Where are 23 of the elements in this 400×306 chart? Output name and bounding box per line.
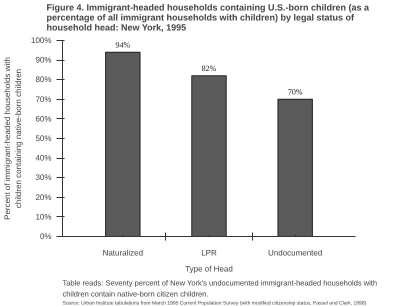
y-tick-label: 40%	[35, 154, 52, 163]
y-tick-label: 60%	[35, 114, 52, 124]
y-tick-label: 100%	[31, 36, 52, 45]
y-axis-title: Percent of immigrant-headed households with children containing native-born children	[3, 57, 24, 220]
y-tick-label: 80%	[35, 75, 52, 84]
y-tick-label: 90%	[35, 56, 52, 65]
bar	[105, 52, 141, 236]
data-label: 94%	[115, 40, 130, 50]
bar	[277, 98, 313, 236]
chart-title: Figure 4. Immigrant-headed households containing U.S.-born children (as a percentage of all immigrant households with children) by legal status of household head: New York, 1995	[46, 2, 370, 32]
x-tick-label: LPR	[201, 248, 218, 258]
data-label: 82%	[202, 64, 217, 73]
y-tick-label: 0%	[40, 232, 52, 241]
y-tick-label: 30%	[35, 173, 52, 182]
x-tick-label: Naturalized	[102, 248, 144, 258]
x-axis-title: Type of Head	[185, 264, 233, 274]
y-tick-label: 20%	[35, 192, 52, 202]
y-tick-label: 10%	[35, 212, 52, 222]
data-label: 70%	[288, 87, 303, 96]
y-tick-label: 50%	[35, 134, 52, 143]
x-tick-label: Undocumented	[268, 248, 322, 258]
y-tick-label: 70%	[35, 94, 52, 104]
bar	[191, 75, 227, 236]
